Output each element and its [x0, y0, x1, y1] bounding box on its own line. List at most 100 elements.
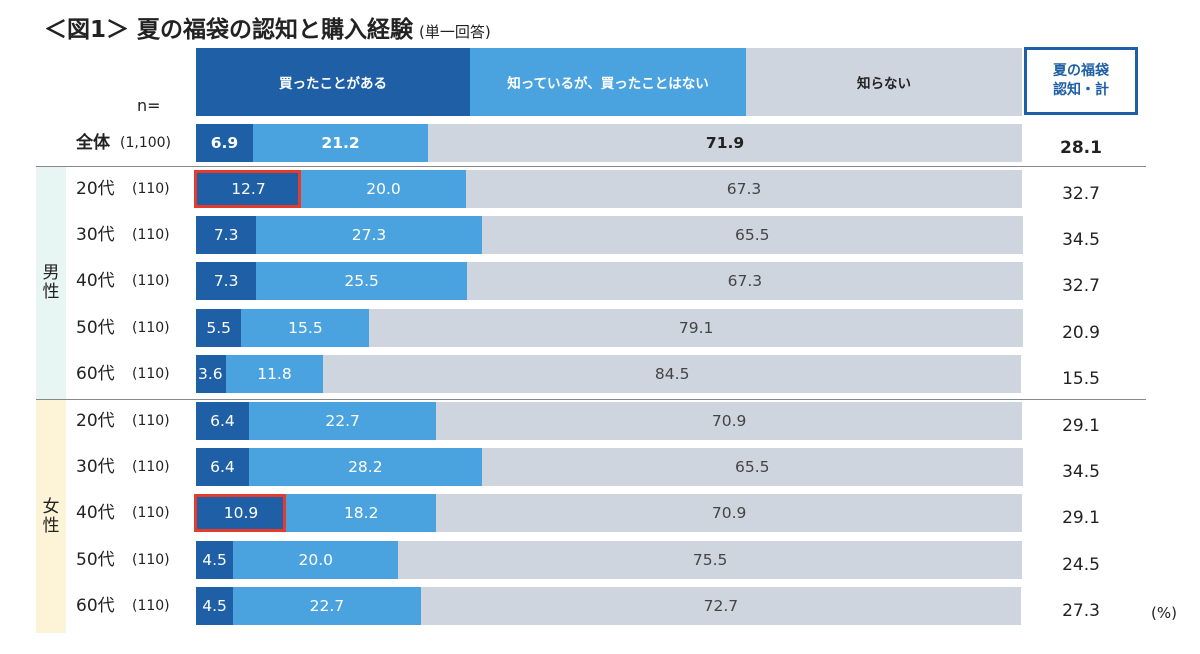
data-label: 10.9: [223, 504, 259, 522]
bar-segment-bought: 12.7: [196, 170, 301, 208]
data-label: 67.3: [726, 180, 762, 198]
data-label: 72.7: [703, 597, 739, 615]
data-label: 6.4: [210, 458, 235, 476]
row-n-count: (1,100): [120, 135, 172, 151]
data-label: 70.9: [711, 504, 747, 522]
bar-segment-know-not-bought: 20.0: [300, 170, 467, 208]
data-label: 18.2: [343, 504, 379, 522]
bar-segment-dont-know: 72.7: [420, 587, 1022, 625]
row-n-count: (110): [132, 413, 170, 429]
highlight-box: [194, 494, 287, 532]
data-label: 71.9: [705, 134, 745, 152]
bar-segment-bought: 6.9: [196, 124, 253, 162]
row-label: 60代: [76, 596, 115, 616]
data-label: 4.5: [202, 597, 227, 615]
separator-male-female: [36, 399, 1146, 400]
bar-segment-dont-know: 70.9: [436, 494, 1022, 532]
data-label: 3.6: [198, 365, 223, 383]
data-label: 25.5: [344, 272, 379, 290]
group-band-female: 女性: [36, 400, 66, 633]
awareness-total-value: 28.1: [1060, 138, 1102, 158]
data-label: 65.5: [735, 226, 770, 244]
group-label-male: 男性: [42, 263, 60, 302]
chart-title-sub: (単一回答): [419, 23, 491, 41]
bar-segment-bought: 5.5: [196, 309, 242, 347]
bar-segment-dont-know: 75.5: [398, 541, 1022, 579]
awareness-total-value: 15.5: [1062, 369, 1100, 389]
legend-dont-know: 知らない: [746, 48, 1022, 116]
total-header-line2: 認知・計: [1053, 82, 1109, 98]
highlight-box: [194, 170, 301, 208]
unit-label: (%): [1151, 604, 1177, 622]
data-label: 4.5: [202, 551, 227, 569]
row-n-count: (110): [132, 459, 170, 475]
chart-title: ＜図1＞ 夏の福袋の認知と購入経験 (単一回答): [44, 10, 491, 44]
bar-segment-bought: 6.4: [196, 448, 249, 486]
row-n-count: (110): [132, 320, 170, 336]
row-n-count: (110): [132, 552, 170, 568]
bar-segment-know-not-bought: 21.2: [252, 124, 429, 162]
row-label: 60代: [76, 364, 115, 384]
data-label: 20.0: [366, 180, 401, 198]
row-n-count: (110): [132, 273, 170, 289]
bar-segment-dont-know: 65.5: [481, 216, 1023, 254]
row-label: 30代: [76, 225, 115, 245]
bar-segment-dont-know: 79.1: [369, 309, 1023, 347]
bar-segment-know-not-bought: 20.0: [233, 541, 399, 579]
awareness-total-value: 29.1: [1062, 416, 1100, 436]
bar-segment-bought: 7.3: [196, 216, 257, 254]
row-label: 全体: [76, 133, 110, 153]
data-label: 28.2: [348, 458, 383, 476]
group-label-female: 女性: [42, 496, 60, 536]
row-label: 50代: [76, 318, 115, 338]
data-label: 27.3: [351, 226, 387, 244]
data-label: 84.5: [654, 365, 690, 383]
data-label: 6.9: [210, 134, 239, 152]
row-label: 30代: [76, 457, 115, 477]
data-label: 7.3: [213, 272, 239, 290]
legend-bought: 買ったことがある: [196, 48, 470, 116]
group-band-male: 男性: [36, 167, 66, 399]
bar-segment-know-not-bought: 25.5: [256, 262, 467, 300]
total-column-header: 夏の福袋 認知・計: [1024, 47, 1138, 115]
data-label: 65.5: [735, 458, 770, 476]
legend-know-not-bought: 知っているが、買ったことはない: [470, 48, 746, 116]
awareness-total-value: 29.1: [1062, 508, 1100, 528]
data-label: 22.7: [325, 412, 360, 430]
awareness-total-value: 32.7: [1062, 184, 1100, 204]
bar-segment-bought: 10.9: [196, 494, 287, 532]
bar-segment-dont-know: 67.3: [466, 262, 1023, 300]
row-label: 20代: [76, 179, 115, 199]
row-n-count: (110): [132, 181, 170, 197]
bar-segment-know-not-bought: 11.8: [225, 355, 324, 393]
bar-segment-know-not-bought: 22.7: [233, 587, 421, 625]
bar-segment-dont-know: 71.9: [428, 124, 1022, 162]
bar-segment-bought: 4.5: [196, 541, 234, 579]
data-label: 22.7: [309, 597, 345, 615]
awareness-total-value: 34.5: [1062, 230, 1100, 250]
data-label: 21.2: [321, 134, 360, 152]
row-label: 20代: [76, 411, 115, 431]
awareness-total-value: 34.5: [1062, 462, 1100, 482]
row-n-count: (110): [132, 227, 170, 243]
awareness-total-value: 20.9: [1062, 323, 1100, 343]
bar-segment-bought: 3.6: [196, 355, 226, 393]
bar-segment-know-not-bought: 28.2: [248, 448, 482, 486]
bar-segment-dont-know: 65.5: [481, 448, 1023, 486]
data-label: 75.5: [692, 551, 728, 569]
bar-segment-know-not-bought: 27.3: [256, 216, 482, 254]
awareness-total-value: 32.7: [1062, 276, 1100, 296]
awareness-total-value: 24.5: [1062, 555, 1100, 575]
data-label: 79.1: [678, 319, 714, 337]
data-label: 6.4: [210, 412, 235, 430]
row-n-count: (110): [132, 505, 170, 521]
row-label: 40代: [76, 271, 115, 291]
bar-segment-dont-know: 70.9: [436, 402, 1022, 440]
data-label: 67.3: [727, 272, 763, 290]
data-label: 7.3: [213, 226, 239, 244]
row-n-count: (110): [132, 598, 170, 614]
bar-segment-know-not-bought: 22.7: [248, 402, 437, 440]
data-label: 70.9: [711, 412, 747, 430]
data-label: 20.0: [298, 551, 333, 569]
chart-title-main: ＜図1＞ 夏の福袋の認知と購入経験: [44, 17, 414, 43]
